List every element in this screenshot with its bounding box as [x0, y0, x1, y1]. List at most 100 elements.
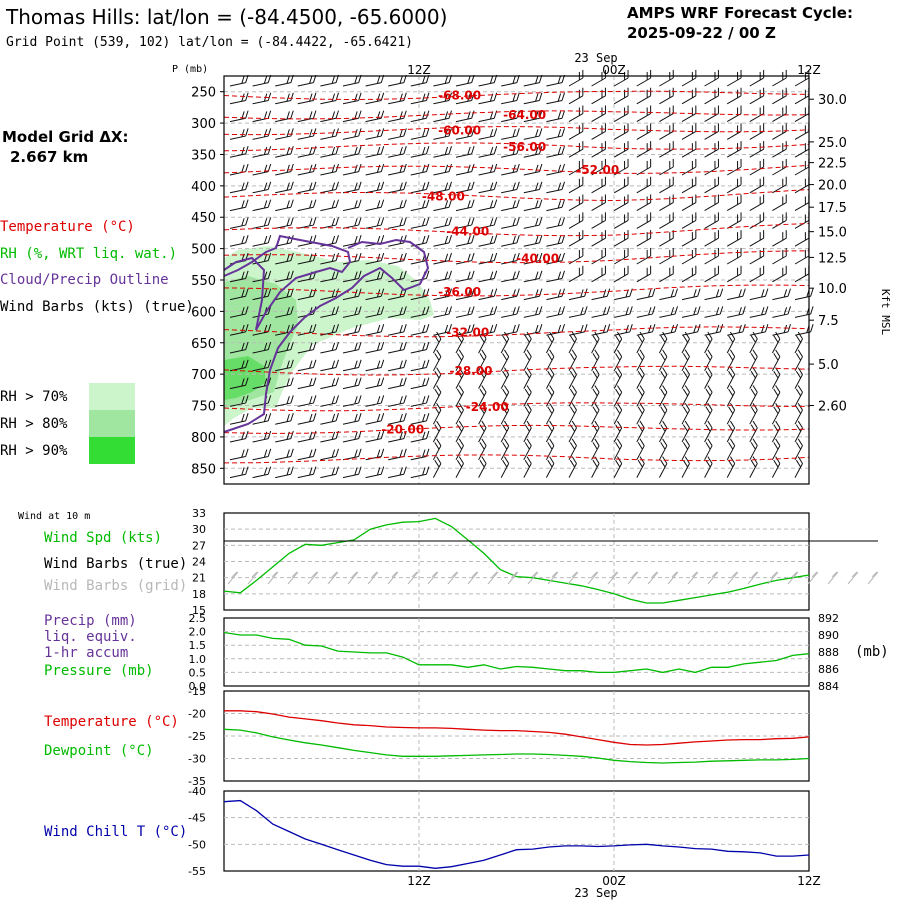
wind-barb	[342, 377, 362, 390]
wind-barb	[275, 128, 294, 140]
wind-barb	[523, 110, 543, 123]
wind-barb-shape	[704, 331, 713, 354]
wind-barb	[388, 324, 407, 336]
wind-barb	[388, 163, 407, 176]
wind-barb	[704, 367, 713, 389]
wind-barb-shape	[681, 87, 697, 105]
wind-barb-shape	[252, 199, 272, 212]
wind-barb	[726, 420, 736, 443]
wind-barb-shape	[365, 395, 385, 407]
wind-barb	[591, 87, 606, 105]
rh-90-swatch	[89, 437, 135, 464]
wind-barb-shape	[455, 199, 475, 212]
wind-barb	[365, 128, 385, 140]
wind-barb	[455, 110, 475, 123]
wind-barb	[275, 217, 294, 229]
wind-barb-shape	[275, 413, 294, 425]
wind-barb-shape	[546, 306, 565, 318]
wind-barb	[794, 306, 814, 318]
wind-barb-shape	[523, 402, 532, 425]
wind-barb	[636, 385, 645, 407]
wind-barb-shape	[388, 270, 407, 283]
wind-barb	[591, 288, 611, 301]
legend-rh: RH (%, WRT liq. wat.)	[0, 246, 177, 262]
wind-barb-shape	[275, 110, 294, 123]
wind-barb-shape	[229, 74, 249, 87]
wind-barb-shape	[365, 466, 385, 479]
wind-barb-shape	[252, 448, 272, 461]
wind-barb-shape	[704, 87, 719, 105]
wind-barb	[636, 306, 656, 318]
wind-barb-shape	[500, 456, 510, 478]
wind-barb-shape	[681, 105, 697, 123]
wind-barb-shape	[659, 265, 674, 283]
kft-axis: 30.0 25.0 22.5 20.0 17.5 15.0 12.5 10.0 7.5 5.0 2.…	[809, 93, 847, 415]
isotherm-line	[223, 189, 810, 202]
wind-barb	[252, 288, 272, 301]
wind-barb	[614, 288, 633, 301]
wind-barb	[252, 466, 272, 479]
wind-barb-shape	[704, 385, 713, 407]
wind-barb-shape	[772, 87, 787, 105]
wind-barb	[388, 217, 407, 229]
wind-barb-shape	[591, 288, 611, 301]
wind-barb-shape	[229, 163, 249, 176]
pressure-tick-label: 650	[191, 337, 216, 352]
wind-barb	[455, 181, 475, 194]
wind-barb-shape	[749, 87, 765, 105]
wind-barb-shape	[523, 217, 543, 229]
wind-barb	[681, 367, 690, 389]
wind-barb-shape	[523, 235, 543, 247]
wind-barb-shape	[613, 141, 629, 158]
y-tick-label: -20	[188, 708, 206, 721]
wind-barb-shape	[749, 331, 758, 354]
wind-barb	[614, 306, 633, 318]
wind-barb	[365, 395, 385, 407]
wind-barb-shape	[252, 235, 272, 247]
isotherm-label: -32.00	[446, 326, 489, 340]
wind-barb	[794, 288, 814, 301]
wind-barb-shape	[749, 367, 758, 389]
wind-barb	[297, 359, 317, 372]
wind-barb	[478, 420, 487, 443]
pressure-tick-label: 890	[818, 629, 839, 642]
wind-barb-shape	[455, 217, 475, 229]
wind-barb	[523, 385, 532, 407]
wind-barb	[794, 367, 803, 389]
wind-barb-shape	[704, 265, 719, 283]
bottom-time-axis: 12Z 00Z 12Z	[407, 874, 821, 888]
wind-barb-shape	[455, 128, 475, 140]
wind-barb-shape	[523, 349, 532, 372]
wind-barb-shape	[772, 141, 787, 158]
wind-barb-shape	[388, 466, 407, 479]
wind-barb	[410, 146, 430, 158]
wind-barb-shape	[478, 252, 498, 265]
wind-barb	[342, 448, 362, 461]
wind-10m-label: Wind at 10 m	[18, 511, 90, 522]
wind-barb	[591, 456, 600, 478]
wind-barb	[659, 247, 674, 265]
wind-barb-shape	[613, 420, 623, 443]
wind-barb	[523, 92, 543, 105]
wind-barb-shape	[229, 377, 249, 390]
wind-barb-shape	[794, 324, 814, 336]
wind-barb-shape	[636, 420, 645, 443]
wind-barb-shape	[658, 331, 668, 354]
wind-barb-shape	[455, 92, 475, 105]
wind-barb-shape	[410, 181, 430, 194]
wind-barb-shape	[794, 306, 814, 318]
wind-barb-shape	[410, 430, 430, 443]
wind-barb	[727, 306, 746, 318]
wind-barb	[726, 367, 736, 389]
wind-barb	[771, 456, 781, 478]
wind-barb	[252, 128, 272, 140]
wind-barb	[658, 331, 668, 354]
wind-barb	[388, 448, 407, 461]
wind-barb-shape	[500, 420, 510, 443]
wind-barb	[772, 69, 787, 87]
wind-barb	[546, 110, 565, 123]
wind-barb-shape	[365, 377, 385, 390]
wind-barb-shape	[749, 288, 769, 301]
wind-barb-shape	[613, 331, 623, 354]
wind-barb	[636, 176, 652, 194]
